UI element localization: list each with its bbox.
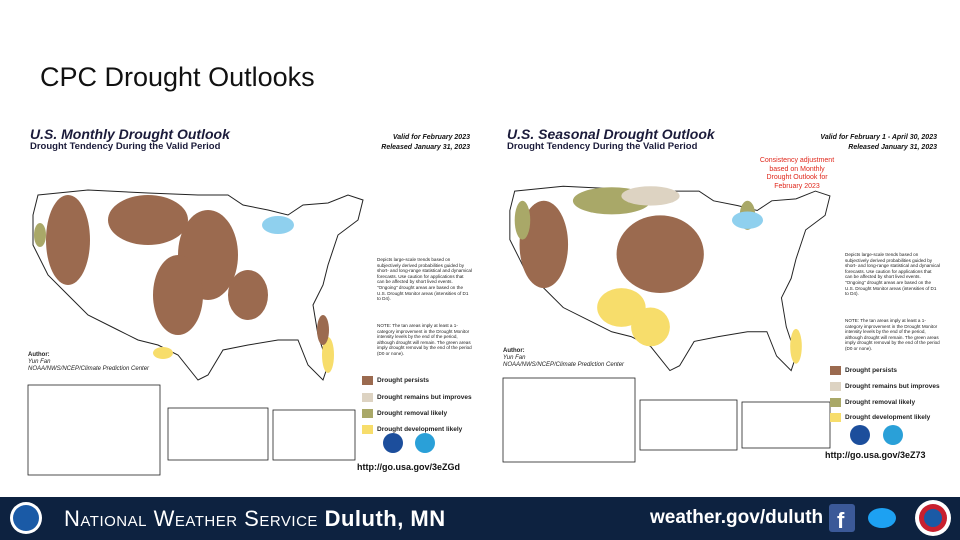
hawaii-inset <box>639 399 738 451</box>
legend-label: Drought remains but improves <box>377 394 472 401</box>
twitter-icon[interactable] <box>868 508 896 528</box>
url: http://go.usa.gov/3eZ73 <box>825 450 926 460</box>
author: Yun Fan <box>503 355 526 361</box>
alaska-inset <box>502 377 636 463</box>
url: http://go.usa.gov/3eZGd <box>357 462 460 472</box>
legend-swatch <box>362 409 373 418</box>
seasonal-map <box>509 185 831 372</box>
legend-swatch <box>830 398 841 407</box>
facebook-icon[interactable] <box>829 504 855 532</box>
legend-label: Drought removal likely <box>377 410 448 417</box>
doc-logo <box>850 425 870 445</box>
agency: NOAA/NWS/NCEP/Climate Prediction Center <box>28 366 150 372</box>
pr-inset <box>741 401 831 449</box>
footer-title: National Weather Service Duluth, MN <box>64 506 446 532</box>
panel-subtitle: Drought Tendency During the Valid Period <box>30 141 221 152</box>
note: NOTE: The tan areas imply at least a 1-c… <box>377 323 472 356</box>
panel-subtitle: Drought Tendency During the Valid Period <box>507 141 698 152</box>
legend-swatch <box>830 366 841 375</box>
nws-logo-inner <box>924 509 942 527</box>
legend-label: Drought development likely <box>377 426 463 433</box>
legend-label: Drought persists <box>377 377 430 384</box>
released: Released January 31, 2023 <box>848 144 937 151</box>
author: Yun Fan <box>28 359 51 365</box>
pr-inset <box>272 409 356 461</box>
noaa-logo <box>415 433 435 453</box>
footer-bar <box>0 497 960 540</box>
facebook-f: f <box>837 508 845 533</box>
author-label: Author: <box>503 348 525 354</box>
panel-title: U.S. Monthly Drought Outlook <box>30 126 230 142</box>
description: Depicts large-scale trends based on subj… <box>377 257 472 302</box>
legend-swatch <box>830 382 841 391</box>
legend-swatch <box>362 376 373 385</box>
slide-title: CPC Drought Outlooks <box>40 62 315 92</box>
footer-website[interactable]: weather.gov/duluth <box>650 507 824 528</box>
legend-swatch <box>362 425 373 434</box>
doc-logo <box>383 433 403 453</box>
legend-label: Drought removal likely <box>845 399 916 406</box>
legend-label: Drought remains but improves <box>845 383 940 390</box>
alaska-inset <box>27 384 161 476</box>
valid: Valid for February 2023 <box>392 134 470 141</box>
hawaii-inset <box>167 407 269 461</box>
legend-label: Drought persists <box>845 367 898 374</box>
monthly-map <box>32 189 364 381</box>
panel-title: U.S. Seasonal Drought Outlook <box>507 126 715 142</box>
legend-swatch <box>830 413 841 422</box>
noaa-logo <box>883 425 903 445</box>
footer-org: National Weather Service <box>64 506 318 531</box>
description: Depicts large-scale trends based on subj… <box>845 252 940 297</box>
noaa-footer-logo-inner <box>13 505 39 531</box>
note: NOTE: The tan areas imply at least a 1-c… <box>845 318 940 351</box>
annotation: Consistency adjustment based on Monthly … <box>759 157 835 190</box>
footer-office: Duluth, MN <box>324 506 446 531</box>
author-label: Author: <box>28 352 50 358</box>
valid: Valid for February 1 - April 30, 2023 <box>820 134 937 141</box>
agency: NOAA/NWS/NCEP/Climate Prediction Center <box>503 362 625 368</box>
legend-swatch <box>362 393 373 402</box>
released: Released January 31, 2023 <box>381 144 470 151</box>
legend-label: Drought development likely <box>845 414 931 421</box>
